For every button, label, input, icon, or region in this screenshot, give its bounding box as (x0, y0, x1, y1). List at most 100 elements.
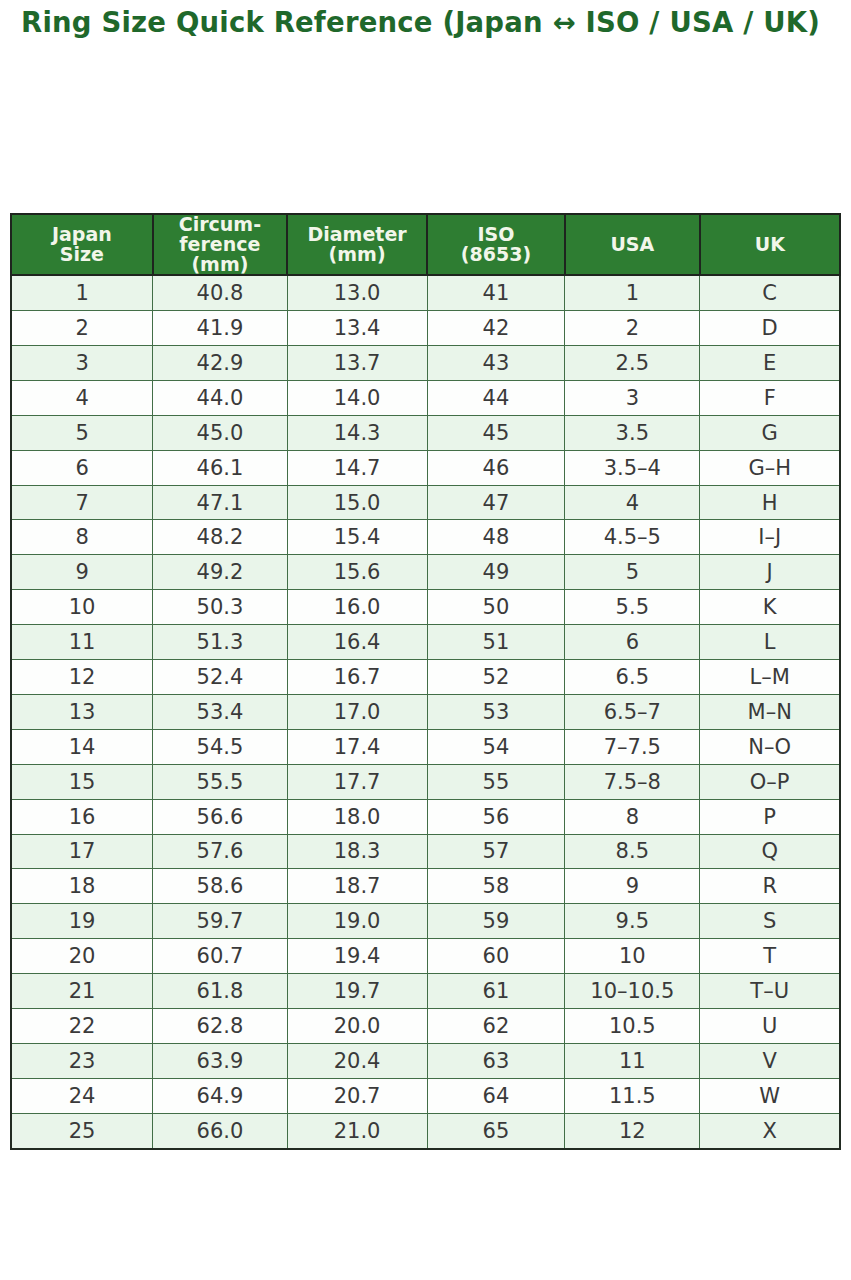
table-cell: 3.5 (565, 415, 700, 450)
table-cell: 6 (565, 625, 700, 660)
table-row: 2262.820.06210.5U (11, 1008, 840, 1043)
table-cell: 16 (11, 799, 153, 834)
table-cell: 48.2 (153, 520, 287, 555)
table-cell: 13.4 (287, 311, 427, 346)
table-cell: 59 (427, 904, 565, 939)
table-cell: 55 (427, 764, 565, 799)
table-cell: 42 (427, 311, 565, 346)
table-cell: X (700, 1113, 840, 1148)
table-cell: 45 (427, 415, 565, 450)
table-cell: P (700, 799, 840, 834)
table-cell: S (700, 904, 840, 939)
table-cell: 23 (11, 1043, 153, 1078)
table-cell: 10 (11, 590, 153, 625)
table-cell: G (700, 415, 840, 450)
table-cell: 9 (11, 555, 153, 590)
table-row: 2363.920.46311V (11, 1043, 840, 1078)
table-cell: 10–10.5 (565, 974, 700, 1009)
table-header: Japan Size Circum- ference (mm) Diameter… (11, 214, 840, 275)
table-cell: 65 (427, 1113, 565, 1148)
table-cell: I–J (700, 520, 840, 555)
table-cell: 3.5–4 (565, 450, 700, 485)
table-cell: 1 (565, 275, 700, 310)
table-cell: E (700, 346, 840, 381)
table-cell: 44.0 (153, 380, 287, 415)
table-cell: 47.1 (153, 485, 287, 520)
table-cell: 7–7.5 (565, 729, 700, 764)
table-cell: 20.0 (287, 1008, 427, 1043)
table-cell: 19.4 (287, 939, 427, 974)
table-cell: 13 (11, 694, 153, 729)
table-cell: 18.0 (287, 799, 427, 834)
table-cell: 63.9 (153, 1043, 287, 1078)
table-cell: 15 (11, 764, 153, 799)
table-cell: 21.0 (287, 1113, 427, 1148)
table-cell: 14.7 (287, 450, 427, 485)
table-row: 1959.719.0599.5S (11, 904, 840, 939)
table-cell: 14.3 (287, 415, 427, 450)
table-row: 1858.618.7589R (11, 869, 840, 904)
table-row: 1757.618.3578.5Q (11, 834, 840, 869)
page-title: Ring Size Quick Reference (Japan ↔ ISO /… (21, 6, 820, 38)
table-cell: 59.7 (153, 904, 287, 939)
table-cell: 17.4 (287, 729, 427, 764)
table-row: 848.215.4484.5–5I–J (11, 520, 840, 555)
col-header-diameter: Diameter (mm) (287, 214, 427, 275)
table-cell: 61 (427, 974, 565, 1009)
table-cell: R (700, 869, 840, 904)
table-cell: 11.5 (565, 1078, 700, 1113)
table-cell: 19 (11, 904, 153, 939)
table-row: 545.014.3453.5G (11, 415, 840, 450)
table-cell: 19.0 (287, 904, 427, 939)
header-row: Japan Size Circum- ference (mm) Diameter… (11, 214, 840, 275)
table-cell: 52 (427, 660, 565, 695)
table-cell: 12 (11, 660, 153, 695)
table-cell: 24 (11, 1078, 153, 1113)
table-row: 2060.719.46010T (11, 939, 840, 974)
table-row: 1555.517.7557.5–8O–P (11, 764, 840, 799)
table-cell: 19.7 (287, 974, 427, 1009)
table-cell: 10.5 (565, 1008, 700, 1043)
table-cell: F (700, 380, 840, 415)
table-cell: 15.6 (287, 555, 427, 590)
table-row: 646.114.7463.5–4G–H (11, 450, 840, 485)
table-row: 1454.517.4547–7.5N–O (11, 729, 840, 764)
table-cell: 60.7 (153, 939, 287, 974)
table-body: 140.813.0411C241.913.4422D342.913.7432.5… (11, 275, 840, 1148)
table-row: 2566.021.06512X (11, 1113, 840, 1148)
ring-size-table: Japan Size Circum- ference (mm) Diameter… (10, 213, 841, 1150)
table-cell: N–O (700, 729, 840, 764)
table-cell: 16.7 (287, 660, 427, 695)
table-cell: 22 (11, 1008, 153, 1043)
table-cell: T (700, 939, 840, 974)
table-row: 342.913.7432.5E (11, 346, 840, 381)
table-cell: 48 (427, 520, 565, 555)
table-cell: 66.0 (153, 1113, 287, 1148)
table-cell: 13.7 (287, 346, 427, 381)
table-cell: V (700, 1043, 840, 1078)
table-cell: L–M (700, 660, 840, 695)
table-row: 949.215.6495J (11, 555, 840, 590)
table-cell: Q (700, 834, 840, 869)
table-cell: 3 (11, 346, 153, 381)
table-cell: 6.5–7 (565, 694, 700, 729)
table-cell: 20.7 (287, 1078, 427, 1113)
table-row: 1151.316.4516L (11, 625, 840, 660)
table-cell: 18 (11, 869, 153, 904)
table-cell: 2.5 (565, 346, 700, 381)
table-cell: 46 (427, 450, 565, 485)
table-cell: 12 (565, 1113, 700, 1148)
table-row: 140.813.0411C (11, 275, 840, 310)
table-cell: 41.9 (153, 311, 287, 346)
table-cell: 13.0 (287, 275, 427, 310)
table-cell: 6.5 (565, 660, 700, 695)
table-cell: 64 (427, 1078, 565, 1113)
table-cell: 63 (427, 1043, 565, 1078)
table-cell: 21 (11, 974, 153, 1009)
table-cell: 6 (11, 450, 153, 485)
table-cell: 4 (565, 485, 700, 520)
table-cell: 52.4 (153, 660, 287, 695)
table-cell: 8 (11, 520, 153, 555)
table-cell: 56.6 (153, 799, 287, 834)
table-cell: 58 (427, 869, 565, 904)
